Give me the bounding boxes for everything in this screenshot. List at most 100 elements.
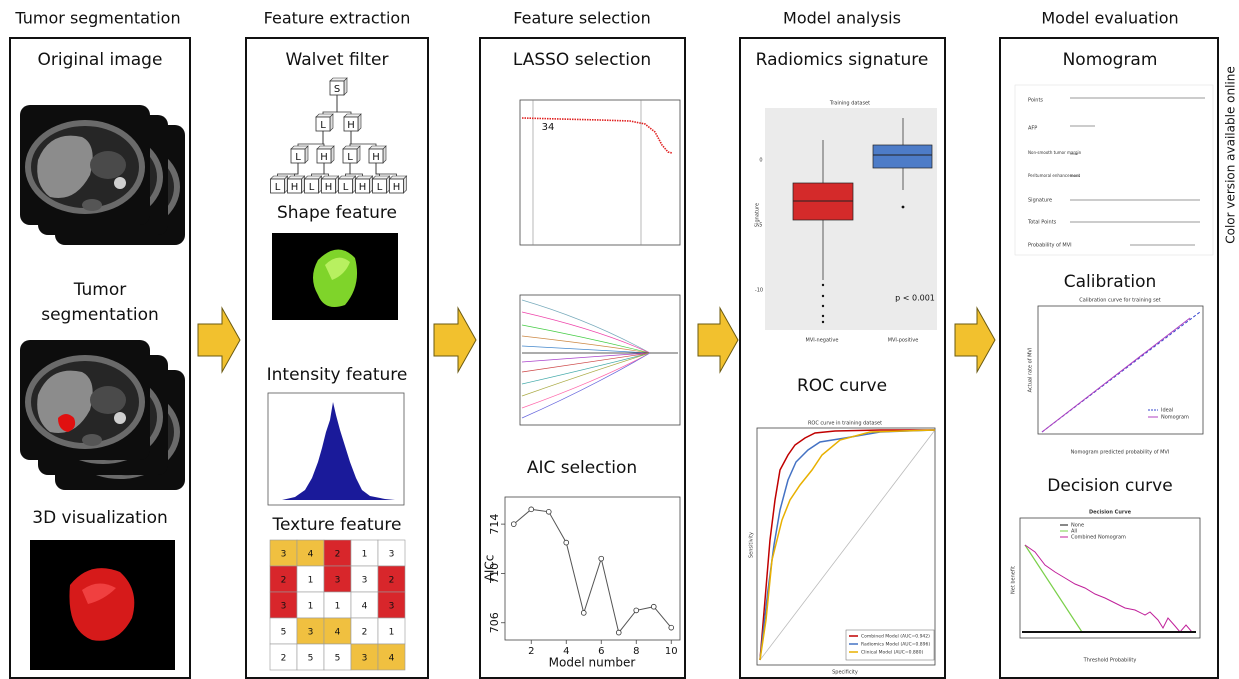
cube-top: [339, 176, 356, 179]
cube-top: [305, 176, 322, 179]
cube-top: [344, 114, 361, 117]
mri-stack-segmented: [20, 340, 185, 490]
matrix-value: 2: [281, 576, 287, 586]
tree-label: L: [309, 182, 315, 193]
histogram: [268, 393, 404, 505]
item-title: Texture feature: [271, 515, 401, 535]
data-point: [564, 540, 569, 545]
axis-label: Sensitivity: [749, 532, 755, 558]
plot-title: ROC curve in training dataset: [808, 421, 882, 427]
cube-top: [356, 176, 373, 179]
data-point: [634, 608, 639, 613]
tree-label: H: [291, 182, 299, 193]
matrix-value: 1: [308, 576, 314, 586]
texture-matrix: 3421321332311435342125534: [270, 540, 405, 670]
matrix-value: 5: [308, 654, 314, 664]
tick-label: -5: [758, 223, 763, 229]
panel-heading: Model evaluation: [1041, 9, 1178, 28]
nomogram: Points AFP Non-smooth tumor margin Perit…: [1015, 85, 1213, 255]
cube-top: [322, 176, 339, 179]
item-title: Walvet filter: [286, 50, 389, 70]
item-title: Decision curve: [1047, 476, 1172, 496]
cube-top: [373, 176, 390, 179]
matrix-value: 1: [362, 550, 368, 560]
matrix-value: 2: [281, 654, 287, 664]
matrix-value: 4: [389, 654, 395, 664]
arrow: [955, 308, 995, 372]
nomogram-row: Non-smooth tumor margin: [1028, 150, 1082, 155]
data-point: [581, 610, 586, 615]
tree-label: H: [393, 182, 401, 193]
mri-stack: [20, 105, 185, 245]
panel-heading: Tumor segmentation: [14, 9, 180, 28]
matrix-value: 2: [335, 550, 341, 560]
item-title: 3D visualization: [32, 508, 168, 528]
tree-label: S: [334, 84, 340, 95]
item-title: Intensity feature: [267, 365, 408, 385]
tree-label: L: [347, 152, 353, 163]
y-tick-label: 714: [488, 514, 501, 535]
data-point: [599, 556, 604, 561]
matrix-value: 3: [281, 550, 287, 560]
legend-label: Nomogram: [1161, 415, 1189, 421]
x-axis-label: Model number: [549, 656, 636, 670]
y-tick-label: 706: [488, 612, 501, 633]
annotation: p < 0.001: [895, 294, 935, 303]
tick-label: 0: [759, 158, 762, 164]
tree-label: H: [347, 120, 355, 131]
matrix-value: 3: [335, 576, 341, 586]
data-point: [651, 604, 656, 609]
x-tick-label: 10: [665, 646, 678, 657]
panel-heading: Feature extraction: [264, 9, 411, 28]
lasso-label: 34: [542, 122, 555, 133]
arrow: [698, 308, 738, 372]
item-title: Shape feature: [277, 203, 397, 223]
matrix-value: 1: [389, 628, 395, 638]
legend-label: Radiomics Model (AUC=0.896): [861, 642, 930, 648]
item-title: Radiomics signature: [756, 50, 929, 70]
arrow: [198, 308, 240, 372]
tree-label: H: [372, 152, 380, 163]
matrix-value: 5: [281, 628, 287, 638]
y-axis-label: AICc: [483, 555, 497, 582]
nomogram-row: AFP: [1028, 126, 1037, 132]
matrix-value: 2: [362, 628, 368, 638]
nomogram-row: Peritumoral enhancement: [1028, 173, 1080, 178]
legend-label: Clinical Model (AUC=0.880): [861, 650, 924, 656]
tick-label: -10: [755, 288, 763, 294]
tree-label: L: [343, 182, 349, 193]
axis-label: Specificity: [832, 670, 858, 676]
cube-top: [288, 176, 305, 179]
data-point: [616, 630, 621, 635]
matrix-value: 3: [389, 602, 395, 612]
axis-label: Actual rate of MVI: [1028, 348, 1034, 393]
legend-label: Combined Nomogram: [1071, 535, 1126, 541]
matrix-value: 3: [362, 654, 368, 664]
tree-label: L: [377, 182, 383, 193]
tree-label: L: [295, 152, 301, 163]
matrix-value: 2: [389, 576, 395, 586]
tree-label: H: [359, 182, 367, 193]
legend-label: Combined Model (AUC=0.942): [861, 634, 930, 640]
cube-top: [316, 114, 333, 117]
boxplot: Training dataset Signature 0 -5 -10 p < …: [755, 101, 938, 344]
data-point: [511, 522, 516, 527]
nomogram-row: Signature: [1028, 198, 1052, 204]
axis-label: Nomogram predicted probability of MVI: [1071, 450, 1170, 456]
arrow: [434, 308, 476, 372]
panel-heading: Model analysis: [783, 9, 901, 28]
matrix-value: 5: [335, 654, 341, 664]
cube-top: [330, 78, 347, 81]
data-point: [529, 507, 534, 512]
category-label: MVI-negative: [806, 338, 839, 344]
matrix-value: 3: [389, 550, 395, 560]
matrix-value: 3: [362, 576, 368, 586]
cube-top: [390, 176, 407, 179]
matrix-value: 3: [281, 602, 287, 612]
nomogram-row: Total Points: [1027, 220, 1057, 226]
item-title: Calibration: [1064, 272, 1157, 292]
tree-label: H: [325, 182, 333, 193]
side-note: Color version available online: [1224, 66, 1238, 244]
